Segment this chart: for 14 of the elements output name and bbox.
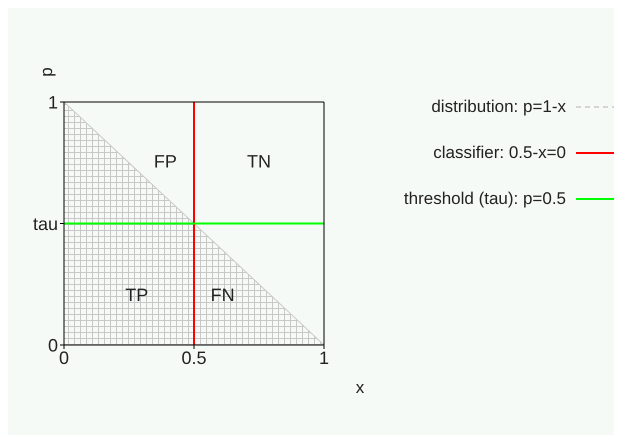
y-tick-label: 1 bbox=[48, 92, 58, 112]
legend-label: classifier: 0.5-x=0 bbox=[433, 143, 566, 163]
legend-label: distribution: p=1-x bbox=[431, 97, 566, 117]
x-axis-title: x bbox=[356, 378, 365, 397]
annotation: FN bbox=[210, 285, 235, 306]
y-axis-title: p bbox=[37, 67, 56, 77]
annotation: TN bbox=[247, 152, 271, 172]
legend-label: threshold (tau): p=0.5 bbox=[404, 189, 566, 209]
y-tick-label: 0 bbox=[48, 335, 58, 356]
annotation: FP bbox=[154, 152, 177, 172]
annotation: TP bbox=[125, 285, 148, 306]
x-tick-label: 0.5 bbox=[181, 348, 207, 368]
x-tick-label: 1 bbox=[318, 348, 330, 368]
y-tick-label: tau bbox=[32, 214, 58, 234]
